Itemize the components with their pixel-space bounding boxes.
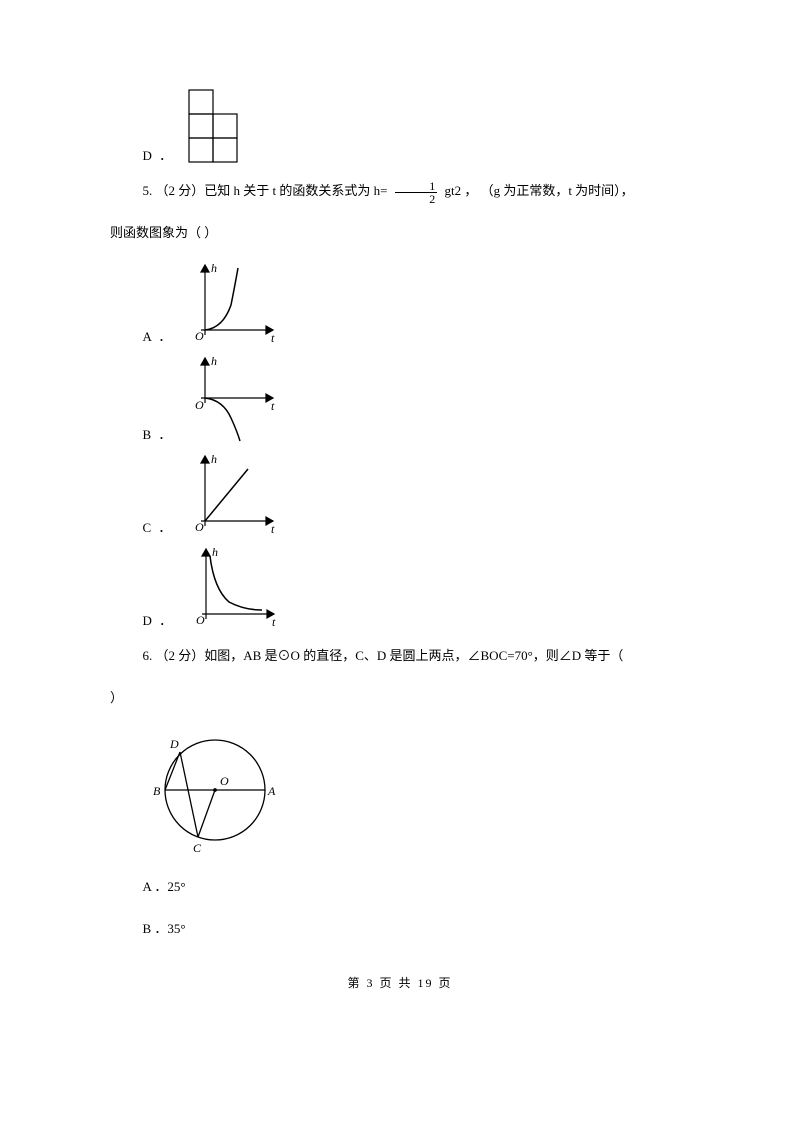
svg-text:B: B xyxy=(153,784,161,798)
svg-text:h: h xyxy=(211,261,217,275)
page: D ． 5. （2 分）已知 h 关于 t 的函数关系式为 h= 1 2 gt2… xyxy=(0,0,800,1031)
svg-text:h: h xyxy=(212,545,218,559)
svg-text:A: A xyxy=(267,784,276,798)
q6-option-b: B ．35° xyxy=(110,915,690,944)
q5-option-a: A ． h t O xyxy=(143,260,691,345)
q5-option-c-label: C ． xyxy=(143,517,174,536)
svg-text:h: h xyxy=(211,452,217,466)
q5-option-b: B ． h t O xyxy=(143,353,691,443)
q5-suffix1: gt2 ， （g 为正常数，t 为时间）， xyxy=(444,183,633,198)
q6-option-a: A ．25° xyxy=(110,873,690,902)
svg-text:O: O xyxy=(195,398,204,412)
q5-graph-c: h t O xyxy=(183,451,283,536)
svg-text:t: t xyxy=(271,522,275,536)
svg-text:D: D xyxy=(169,737,179,751)
svg-text:O: O xyxy=(220,774,229,788)
q5-fraction: 1 2 xyxy=(395,180,438,205)
q5-graph-d: h t O xyxy=(184,544,284,629)
svg-text:O: O xyxy=(196,613,205,627)
svg-text:O: O xyxy=(195,520,204,534)
q5-graph-a: h t O xyxy=(183,260,283,345)
q6-circle-diagram: A B C D O xyxy=(143,725,288,860)
q6-paren-close: ） xyxy=(110,684,690,713)
svg-text:t: t xyxy=(272,615,276,629)
q5-text: 5. （2 分）已知 h 关于 t 的函数关系式为 h= 1 2 gt2 ， （… xyxy=(110,177,690,206)
q5-option-c: C ． h t O xyxy=(143,451,691,536)
q5-option-d: D ． h t O xyxy=(143,544,691,629)
q5-option-d-label: D ． xyxy=(143,610,175,629)
q6-diagram-wrap: A B C D O xyxy=(143,725,691,860)
page-footer: 第 3 页 共 19 页 xyxy=(110,974,690,991)
svg-text:C: C xyxy=(193,841,202,855)
svg-text:O: O xyxy=(195,329,204,343)
q4-net-diagram xyxy=(184,88,244,164)
q5-prefix: 5. （2 分）已知 h 关于 t 的函数关系式为 h= xyxy=(143,183,391,198)
q5-option-b-label: B ． xyxy=(143,424,174,443)
q5-option-a-label: A ． xyxy=(143,326,174,345)
svg-text:t: t xyxy=(271,399,275,413)
q5-frac-den: 2 xyxy=(395,193,438,205)
svg-text:t: t xyxy=(271,331,275,345)
q4-option-d-label: D ． xyxy=(143,145,175,164)
q5-line2: 则函数图象为（ ） xyxy=(110,219,690,248)
svg-text:h: h xyxy=(211,354,217,368)
q5-graph-b: h t O xyxy=(183,353,283,443)
q6-text: 6. （2 分）如图，AB 是⊙O 的直径，C、D 是圆上两点，∠BOC=70°… xyxy=(110,642,690,671)
q4-option-d: D ． xyxy=(143,88,691,164)
q5-frac-num: 1 xyxy=(395,180,438,193)
